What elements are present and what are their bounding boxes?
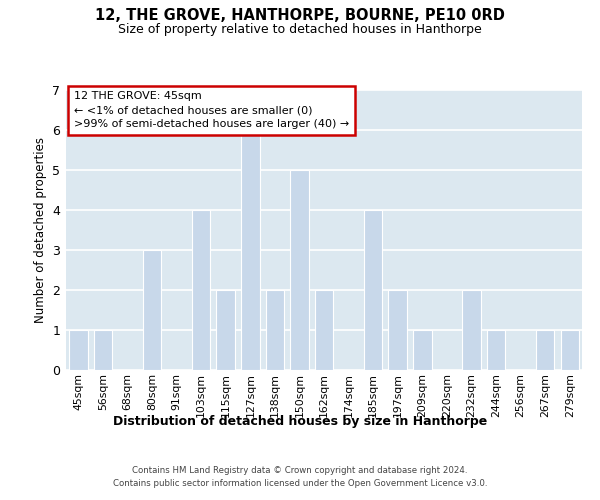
Text: 12, THE GROVE, HANTHORPE, BOURNE, PE10 0RD: 12, THE GROVE, HANTHORPE, BOURNE, PE10 0… <box>95 8 505 22</box>
Bar <box>364 210 382 370</box>
Text: 12 THE GROVE: 45sqm
← <1% of detached houses are smaller (0)
>99% of semi-detach: 12 THE GROVE: 45sqm ← <1% of detached ho… <box>74 92 349 130</box>
Bar <box>487 330 505 370</box>
Bar <box>413 330 431 370</box>
Bar <box>266 290 284 370</box>
Bar <box>462 290 481 370</box>
Bar <box>315 290 333 370</box>
Text: Contains HM Land Registry data © Crown copyright and database right 2024.
Contai: Contains HM Land Registry data © Crown c… <box>113 466 487 487</box>
Bar <box>192 210 211 370</box>
Bar <box>389 290 407 370</box>
Bar <box>560 330 579 370</box>
Bar <box>143 250 161 370</box>
Text: Size of property relative to detached houses in Hanthorpe: Size of property relative to detached ho… <box>118 22 482 36</box>
Bar <box>290 170 308 370</box>
Bar <box>217 290 235 370</box>
Text: Distribution of detached houses by size in Hanthorpe: Distribution of detached houses by size … <box>113 415 487 428</box>
Bar <box>94 330 112 370</box>
Bar <box>241 130 260 370</box>
Y-axis label: Number of detached properties: Number of detached properties <box>34 137 47 323</box>
Bar <box>536 330 554 370</box>
Bar <box>69 330 88 370</box>
